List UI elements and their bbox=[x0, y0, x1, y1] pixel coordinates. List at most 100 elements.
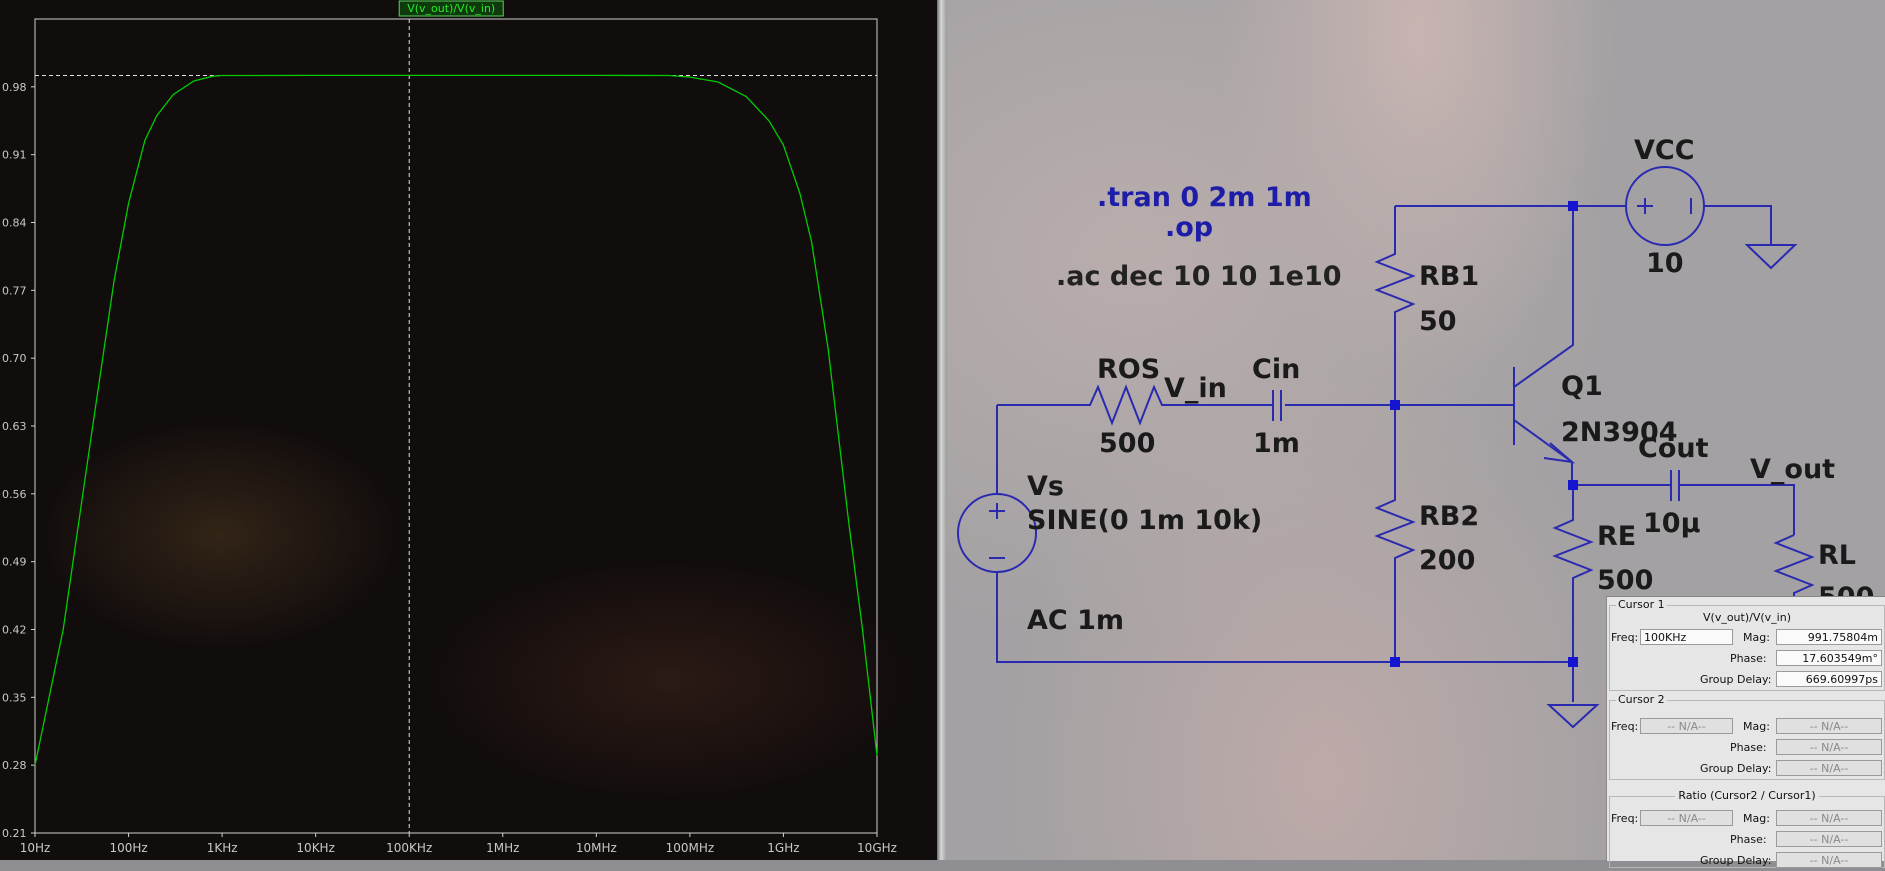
trace-line[interactable] bbox=[34, 74, 878, 766]
group-delay-label: Group Delay: bbox=[1700, 673, 1772, 686]
freq-label: Freq: bbox=[1611, 812, 1639, 825]
vs-value[interactable]: SINE(0 1m 10k) bbox=[1027, 505, 1262, 536]
trace-label-box[interactable] bbox=[398, 0, 504, 17]
ros-value[interactable]: 500 bbox=[1099, 428, 1155, 459]
cin-label[interactable]: Cin bbox=[1252, 354, 1300, 385]
waveform-plot-pane[interactable]: 0.98 0.91 0.84 0.77 0.70 0.63 0.56 0.49 0.42 0.35… bbox=[0, 0, 937, 860]
background-glow bbox=[40, 420, 400, 650]
ac-response-plot[interactable]: 0.98 0.91 0.84 0.77 0.70 0.63 0.56 0.49 0.42 0.35… bbox=[0, 0, 937, 860]
freq-label: Freq: bbox=[1611, 720, 1639, 733]
tran-directive[interactable]: .tran 0 2m 1m bbox=[1097, 182, 1312, 213]
junction-dot bbox=[1568, 201, 1578, 211]
ros-resistor-symbol[interactable] bbox=[997, 384, 1167, 426]
ratio-group-delay-field: -- N/A-- bbox=[1776, 852, 1882, 868]
ratio-title: Ratio (Cursor2 / Cursor1) bbox=[1610, 789, 1884, 802]
vcc-source-symbol[interactable] bbox=[1625, 166, 1705, 246]
cout-capacitor-symbol[interactable] bbox=[1670, 470, 1680, 501]
rb2-resistor-symbol[interactable] bbox=[1374, 405, 1416, 662]
vs-source-symbol[interactable] bbox=[957, 493, 1037, 573]
rb2-label[interactable]: RB2 bbox=[1419, 501, 1479, 532]
y-tick-label: 0.49 bbox=[2, 556, 27, 569]
y-tick-label: 0.42 bbox=[2, 624, 27, 637]
rl-resistor-symbol[interactable] bbox=[1773, 534, 1815, 600]
x-tick-label: 10GHz bbox=[857, 841, 897, 855]
ac-directive[interactable]: .ac dec 10 10 1e10 bbox=[1056, 261, 1342, 292]
re-resistor-symbol[interactable] bbox=[1552, 485, 1594, 702]
cursor2-freq-field[interactable]: -- N/A-- bbox=[1640, 718, 1733, 734]
wire[interactable] bbox=[996, 405, 1573, 663]
ros-label[interactable]: ROS bbox=[1097, 354, 1160, 385]
schematic-pane[interactable]: .tran 0 2m 1m .op .ac dec 10 10 1e10 VCC… bbox=[947, 0, 1885, 860]
x-tick-label: 10KHz bbox=[296, 841, 334, 855]
cursor2-phase-field: -- N/A-- bbox=[1776, 739, 1882, 755]
y-tick-label: 0.28 bbox=[2, 759, 27, 772]
wire[interactable] bbox=[1513, 206, 1574, 388]
vcc-label[interactable]: VCC bbox=[1634, 135, 1695, 166]
wire[interactable] bbox=[1395, 205, 1772, 245]
y-tick-label: 0.56 bbox=[2, 488, 27, 501]
trace-label[interactable]: V(v_out)/V(v_in) bbox=[407, 2, 495, 15]
rb1-label[interactable]: RB1 bbox=[1419, 261, 1479, 292]
rb2-value[interactable]: 200 bbox=[1419, 545, 1475, 576]
rl-label[interactable]: RL bbox=[1818, 540, 1856, 571]
cursor1-freq-field[interactable]: 100KHz bbox=[1640, 629, 1733, 645]
cursor1-group: Cursor 1 V(v_out)/V(v_in) Freq: 100KHz M… bbox=[1609, 598, 1885, 691]
x-tick-label: 10Hz bbox=[20, 841, 51, 855]
group-delay-label: Group Delay: bbox=[1700, 854, 1772, 867]
phase-label: Phase: bbox=[1730, 652, 1767, 665]
op-directive[interactable]: .op bbox=[1165, 212, 1213, 243]
cin-value[interactable]: 1m bbox=[1253, 428, 1300, 459]
cout-label[interactable]: Cout bbox=[1638, 433, 1709, 464]
cin-capacitor-symbol[interactable] bbox=[1272, 390, 1282, 421]
wire[interactable] bbox=[1573, 484, 1795, 535]
q1-label[interactable]: Q1 bbox=[1561, 371, 1603, 402]
junction-dot bbox=[1568, 480, 1578, 490]
rb1-resistor-symbol[interactable] bbox=[1374, 206, 1416, 405]
junction-dot bbox=[1568, 657, 1578, 667]
cursor-info-panel: Cursor 1 V(v_out)/V(v_in) Freq: 100KHz M… bbox=[1606, 596, 1885, 868]
mag-label: Mag: bbox=[1743, 812, 1770, 825]
junction-dot bbox=[1390, 400, 1400, 410]
y-tick-label: 0.91 bbox=[2, 149, 27, 162]
plot-frame bbox=[34, 18, 878, 834]
x-tick-label: 100KHz bbox=[386, 841, 432, 855]
y-tick-label: 0.63 bbox=[2, 420, 27, 433]
cursor2-group-delay-field: -- N/A-- bbox=[1776, 760, 1882, 776]
y-tick-label: 0.35 bbox=[2, 691, 27, 704]
x-tick-label: 1GHz bbox=[767, 841, 799, 855]
mag-label: Mag: bbox=[1743, 631, 1770, 644]
q1-model[interactable]: 2N3904 bbox=[1561, 417, 1678, 448]
freq-label: Freq: bbox=[1611, 631, 1639, 644]
cursor2-group: Cursor 2 Freq: -- N/A-- Mag: -- N/A-- Ph… bbox=[1609, 693, 1885, 780]
background-glow bbox=[430, 560, 910, 800]
vin-net-label[interactable]: V_in bbox=[1164, 373, 1227, 404]
cursor2-title: Cursor 2 bbox=[1616, 693, 1667, 706]
y-tick-label: 0.98 bbox=[2, 81, 27, 94]
cout-value[interactable]: 10µ bbox=[1643, 508, 1701, 539]
cursor1-group-delay-field: 669.60997ps bbox=[1776, 671, 1882, 687]
x-tick-label: 1KHz bbox=[207, 841, 238, 855]
rb1-value[interactable]: 50 bbox=[1419, 306, 1457, 337]
vout-net-label[interactable]: V_out bbox=[1750, 454, 1835, 485]
ratio-group: Ratio (Cursor2 / Cursor1) Freq: -- N/A--… bbox=[1609, 789, 1885, 868]
vs-label[interactable]: Vs bbox=[1027, 471, 1064, 502]
cursor1-mag-field: 991.75804m bbox=[1776, 629, 1882, 645]
x-tick-label: 1MHz bbox=[486, 841, 519, 855]
re-label[interactable]: RE bbox=[1597, 521, 1636, 552]
mag-label: Mag: bbox=[1743, 720, 1770, 733]
phase-label: Phase: bbox=[1730, 741, 1767, 754]
cursor2-mag-field: -- N/A-- bbox=[1776, 718, 1882, 734]
x-tick-label: 10MHz bbox=[576, 841, 617, 855]
vs-ac-value[interactable]: AC 1m bbox=[1027, 605, 1124, 636]
group-delay-label: Group Delay: bbox=[1700, 762, 1772, 775]
y-tick-label: 0.21 bbox=[2, 827, 27, 840]
cursor1-trace-name: V(v_out)/V(v_in) bbox=[1703, 611, 1791, 624]
cursor1-phase-field: 17.603549m° bbox=[1776, 650, 1882, 666]
ratio-freq-field: -- N/A-- bbox=[1640, 810, 1733, 826]
pane-splitter[interactable] bbox=[937, 0, 947, 860]
phase-label: Phase: bbox=[1730, 833, 1767, 846]
y-tick-label: 0.70 bbox=[2, 352, 27, 365]
vcc-value[interactable]: 10 bbox=[1646, 248, 1684, 279]
ground-symbol bbox=[1744, 244, 1798, 270]
re-value[interactable]: 500 bbox=[1597, 565, 1653, 596]
